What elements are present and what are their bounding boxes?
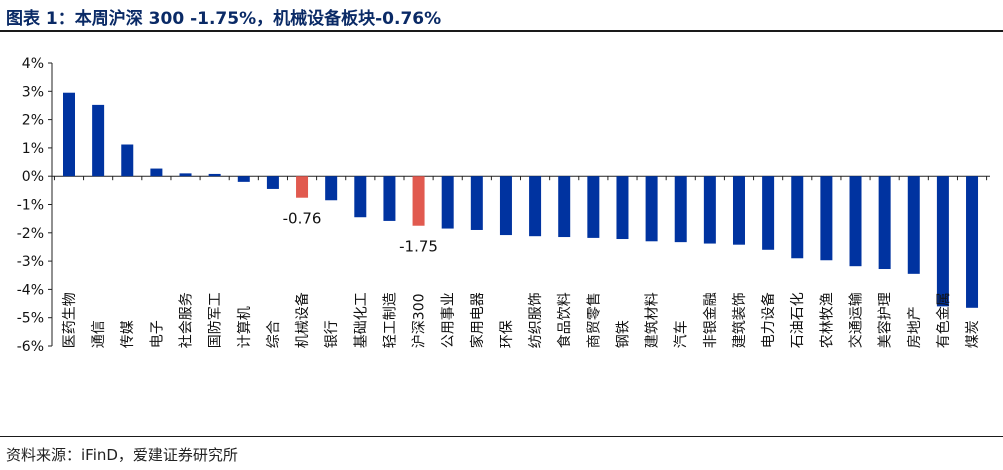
category-label: 交通运输 <box>848 292 865 348</box>
bar-计算机 <box>237 176 250 182</box>
bar-医药生物 <box>63 92 75 177</box>
bar-食品饮料 <box>558 176 571 238</box>
bar-交通运输 <box>849 176 862 267</box>
category-label: 建筑装饰 <box>732 292 748 348</box>
category-label: 农林牧渔 <box>819 292 835 348</box>
bar-通信 <box>92 104 105 177</box>
bar-建筑材料 <box>645 176 658 242</box>
category-label: 电力设备 <box>760 292 777 348</box>
top-rule <box>0 30 1003 32</box>
category-label: 电子 <box>149 320 165 348</box>
bar-国防军工 <box>208 173 221 177</box>
y-tick-label: 4% <box>22 56 44 72</box>
category-label: 综合 <box>266 320 282 348</box>
category-label: 有色金属 <box>935 292 952 348</box>
bar-纺织服饰 <box>529 176 542 237</box>
y-tick-label: -5% <box>17 311 44 327</box>
bar-农林牧渔 <box>820 176 833 261</box>
category-label: 石油石化 <box>790 292 806 348</box>
bar-煤炭 <box>966 176 979 308</box>
data-label: -0.76 <box>283 210 322 228</box>
category-label: 轻工制造 <box>382 292 398 348</box>
category-label: 食品饮料 <box>556 292 573 348</box>
y-tick-label: 3% <box>22 84 44 100</box>
category-label: 商贸零售 <box>586 292 602 348</box>
category-label: 非银金融 <box>703 292 719 348</box>
bar-社会服务 <box>179 173 192 177</box>
chart-title: 图表 1：本周沪深 300 -1.75%，机械设备板块-0.76% <box>6 9 442 29</box>
y-tick-label: -6% <box>17 339 44 355</box>
category-label: 医药生物 <box>62 292 78 348</box>
category-label: 社会服务 <box>179 292 195 348</box>
y-tick-label: 0% <box>22 169 44 185</box>
category-label: 美容护理 <box>877 292 894 348</box>
bar-钢铁 <box>616 176 629 240</box>
bar-环保 <box>499 176 512 236</box>
bar-综合 <box>266 176 279 189</box>
bar-商贸零售 <box>587 176 600 238</box>
category-label: 汽车 <box>673 320 690 348</box>
source-note: 资料来源：iFinD，爱建证券研究所 <box>6 446 238 464</box>
bar-传媒 <box>121 144 134 177</box>
bar-机械设备 <box>296 176 309 198</box>
bottom-rule <box>0 436 1003 437</box>
bar-石油石化 <box>791 176 804 259</box>
y-tick-label: -3% <box>17 254 44 270</box>
category-label: 通信 <box>91 320 107 348</box>
bar-公用事业 <box>441 176 454 229</box>
y-tick-label: -1% <box>17 198 44 214</box>
bar-轻工制造 <box>383 176 396 221</box>
category-label: 公用事业 <box>441 292 457 348</box>
category-label: 房地产 <box>907 306 923 348</box>
y-tick-label: 1% <box>22 141 44 157</box>
y-tick-label: -4% <box>17 282 44 298</box>
category-label: 沪深300 <box>412 293 428 348</box>
bar-基础化工 <box>354 176 367 218</box>
category-label: 国防军工 <box>208 292 224 348</box>
category-label: 钢铁 <box>615 320 631 348</box>
bar-非银金融 <box>703 176 716 244</box>
category-label: 环保 <box>499 320 515 348</box>
bar-房地产 <box>907 176 920 274</box>
y-tick-label: -2% <box>17 226 44 242</box>
category-label: 家用电器 <box>469 292 486 348</box>
bar-电子 <box>150 168 163 177</box>
bar-汽车 <box>674 176 687 243</box>
bar-建筑装饰 <box>732 176 745 245</box>
bar-家用电器 <box>470 176 483 230</box>
bar-美容护理 <box>878 176 891 270</box>
category-label: 煤炭 <box>965 320 981 348</box>
data-label: -1.75 <box>399 238 438 256</box>
bar-有色金属 <box>936 176 949 307</box>
category-label: 纺织服饰 <box>528 292 544 348</box>
category-label: 基础化工 <box>352 292 369 348</box>
bar-电力设备 <box>762 176 775 250</box>
category-label: 计算机 <box>237 306 253 348</box>
category-label: 机械设备 <box>294 292 311 348</box>
category-label: 银行 <box>324 320 340 348</box>
bar-chart: 4% 3% 2% 1% 0% -1% -2% -3% -4% -5% -6% 医药生物 通信 传媒 电子 社会… <box>17 56 990 355</box>
y-tick-label: 2% <box>22 113 44 129</box>
category-label: 传媒 <box>120 320 136 348</box>
bar-银行 <box>325 176 338 201</box>
bar-沪深300 <box>412 176 425 226</box>
category-label: 建筑材料 <box>645 292 661 348</box>
